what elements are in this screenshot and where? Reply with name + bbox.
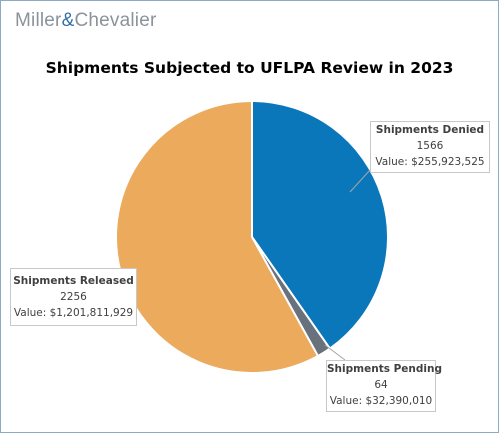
data-label-pending-count: 64 xyxy=(374,379,388,391)
data-label-denied: Shipments Denied 1566 Value: $255,923,52… xyxy=(370,121,490,173)
chart-title: Shipments Subjected to UFLPA Review in 2… xyxy=(45,59,454,77)
data-label-released-count: 2256 xyxy=(60,291,87,303)
logo-ampersand: & xyxy=(61,10,75,31)
leader-line-pending xyxy=(324,344,346,361)
pie-slice-denied xyxy=(251,100,389,350)
pie-slices xyxy=(115,100,389,374)
data-label-denied-name: Shipments Denied xyxy=(375,124,485,136)
data-label-pending-name: Shipments Pending xyxy=(327,363,443,375)
leader-lines xyxy=(324,169,371,361)
data-label-pending: Shipments Pending 64 Value: $32,390,010 xyxy=(326,360,443,412)
data-label-pending-value: Value: $32,390,010 xyxy=(329,395,433,407)
logo-right-text: Chevalier xyxy=(74,10,157,31)
data-label-released-value: Value: $1,201,811,929 xyxy=(13,307,134,319)
logo-left-text: Miller xyxy=(15,10,62,31)
data-label-denied-value: Value: $255,923,525 xyxy=(375,156,485,168)
data-label-released-name: Shipments Released xyxy=(13,275,134,287)
leader-line-denied xyxy=(349,169,371,193)
data-label-denied-count: 1566 xyxy=(416,140,444,152)
data-label-released: Shipments Released 2256 Value: $1,201,81… xyxy=(10,268,137,326)
miller-chevalier-logo: Miller&Chevalier xyxy=(15,10,157,32)
